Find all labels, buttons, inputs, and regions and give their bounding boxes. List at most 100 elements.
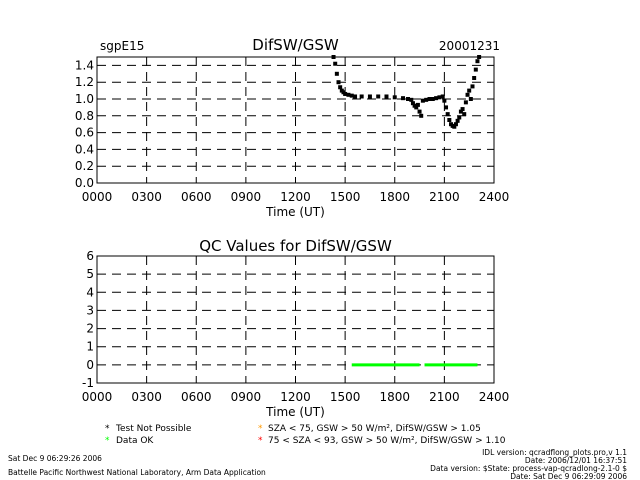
footer-data-version: Data version: $State: process-vap-qcradl… [430, 464, 627, 473]
data-point [331, 55, 336, 59]
data-point [392, 95, 397, 100]
data-point [419, 113, 424, 118]
chart-1: DifSW/GSW 0000 0300 0600 0900 1200 1500 1800 210… [75, 36, 509, 219]
x-tick-label: 1800 [379, 390, 410, 404]
x-tick-label: 0300 [131, 390, 162, 404]
data-point [409, 97, 414, 102]
chart-title: DifSW/GSW [252, 36, 339, 54]
data-point [336, 80, 341, 85]
data-point [346, 92, 351, 97]
legend-label-test-not-possible: Test Not Possible [115, 424, 192, 434]
y-tick-label: 0.6 [75, 126, 94, 140]
date-label: 20001231 [439, 39, 500, 53]
plot-frame [96, 255, 495, 384]
y-tick-label: 0 [86, 358, 94, 372]
data-point [447, 118, 452, 122]
y-tick-label: 6 [86, 249, 94, 263]
y-tick-label: 0.2 [75, 159, 94, 173]
y-tick-label: 1.4 [75, 58, 94, 72]
x-tick-label: 2100 [429, 190, 460, 204]
data-point [414, 105, 419, 110]
x-tick-label: 0600 [181, 190, 212, 204]
data-point [384, 94, 389, 99]
x-tick-label: 0900 [231, 390, 262, 404]
legend-label-sza93: 75 < SZA < 93, GSW > 50 W/m², DifSW/GSW … [268, 436, 506, 446]
data-point [376, 94, 381, 99]
x-tick-label: 1800 [379, 190, 410, 204]
x-axis-label: Time (UT) [265, 405, 325, 419]
x-tick-label: 1500 [330, 390, 361, 404]
legend-symbol-test-not-possible: * [105, 424, 110, 434]
data-point [401, 96, 406, 101]
x-tick-label: 0000 [82, 390, 113, 404]
x-tick-label: 0900 [231, 190, 262, 204]
data-point [462, 112, 467, 117]
x-tick-label: 2100 [429, 390, 460, 404]
footer-date-left: Sat Dec 9 06:29:26 2006 [8, 454, 102, 463]
data-point [457, 115, 462, 120]
data-point [367, 94, 372, 99]
y-tick-label: 1.0 [75, 92, 94, 106]
data-point [359, 94, 364, 99]
data-point [475, 59, 480, 64]
data-point [460, 107, 465, 112]
footer: Sat Dec 9 06:29:26 2006 Battelle Pacific… [8, 448, 627, 480]
y-tick-label: 0.4 [75, 142, 94, 156]
data-point [333, 61, 338, 66]
y-tick-label: 1.2 [75, 75, 94, 89]
data-point [427, 97, 432, 101]
y-tick-label: -1 [82, 376, 94, 390]
x-tick-label: 1200 [280, 390, 311, 404]
data-point [463, 100, 468, 105]
data-point [452, 124, 457, 129]
x-tick-label: 0300 [131, 190, 162, 204]
footer-idl-version: IDL version: qcradflong_plots.pro,v 1.1 [482, 448, 627, 457]
data-point [472, 76, 477, 80]
data-point [415, 102, 420, 107]
data-point [442, 98, 447, 103]
footer-lab: Battelle Pacific Northwest National Labo… [8, 468, 266, 477]
y-tick-label: 2 [86, 322, 94, 336]
data-point [440, 94, 445, 99]
plot-frame [96, 56, 495, 184]
legend-label-sza75: SZA < 75, GSW > 50 W/m², DifSW/GSW > 1.0… [268, 424, 481, 434]
legend-symbol-sza93: * [258, 436, 263, 446]
y-tick-label: 3 [86, 303, 94, 317]
y-tick-label: 0.0 [75, 176, 94, 190]
data-point [349, 93, 354, 98]
chart-title: QC Values for DifSW/GSW [199, 237, 392, 255]
data-point [424, 97, 429, 102]
footer-date-right2: Date: Sat Dec 9 06:29:09 2006 [510, 472, 627, 480]
legend-symbol-sza75: * [258, 424, 263, 434]
data-point [453, 122, 458, 127]
data-point [477, 55, 482, 59]
x-tick-label: 2400 [479, 390, 510, 404]
legend: * Test Not Possible * Data OK * SZA < 75… [105, 424, 506, 446]
x-tick-label: 0000 [82, 190, 113, 204]
x-tick-label: 1500 [330, 190, 361, 204]
data-point [353, 94, 358, 99]
y-tick-label: 5 [86, 267, 94, 281]
data-point [430, 97, 435, 101]
data-point [445, 112, 450, 117]
data-point [437, 95, 442, 100]
y-tick-label: 1 [86, 340, 94, 354]
x-tick-label: 2400 [479, 190, 510, 204]
data-point [468, 97, 473, 101]
chart-2: QC Values for DifSW/GSW 0000 0300 0600 0900 1… [82, 237, 510, 419]
data-point [334, 71, 339, 76]
data-point [458, 109, 463, 114]
data-point [343, 91, 348, 96]
data-point [465, 92, 470, 97]
x-tick-label: 0600 [181, 390, 212, 404]
data-point [473, 67, 478, 72]
data-point [417, 109, 422, 114]
data-point [470, 84, 475, 89]
x-axis-label: Time (UT) [265, 205, 325, 219]
legend-label-data-ok: Data OK [116, 436, 154, 446]
data-point [420, 98, 425, 103]
data-point [455, 118, 460, 123]
data-point [338, 85, 343, 90]
